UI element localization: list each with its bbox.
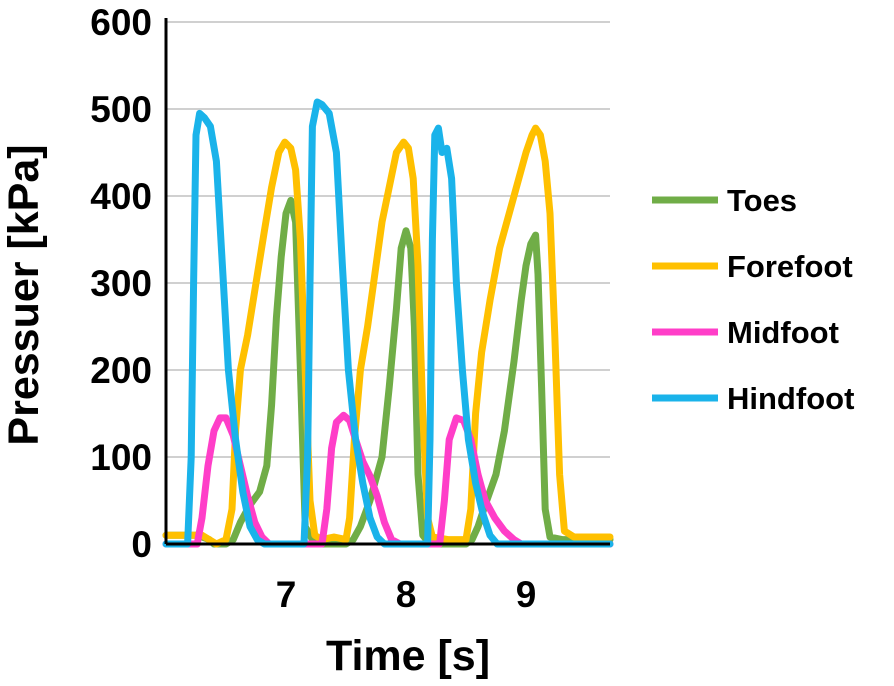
legend-label-toes: Toes	[727, 183, 797, 218]
y-tick-label: 0	[131, 524, 152, 565]
y-tick-label: 500	[90, 89, 152, 130]
x-tick-label: 8	[396, 574, 417, 615]
y-axis-ticks: 0 100 200 300 400 500 600	[90, 2, 152, 565]
series-line-forefoot	[162, 124, 614, 548]
legend: Toes Forefoot Midfoot Hindfoot	[652, 183, 854, 416]
y-tick-label: 200	[90, 350, 152, 391]
y-tick-label: 100	[90, 437, 152, 478]
legend-label-forefoot: Forefoot	[727, 249, 853, 284]
x-tick-label: 7	[276, 574, 297, 615]
series-line-hindfoot	[162, 98, 614, 548]
y-tick-label: 400	[90, 176, 152, 217]
y-tick-label: 600	[90, 2, 152, 43]
x-tick-label: 9	[516, 574, 537, 615]
x-axis-ticks: 7 8 9	[276, 574, 537, 615]
series-line-toes	[162, 196, 614, 548]
legend-label-midfoot: Midfoot	[727, 315, 839, 350]
y-axis-title: Pressuer [kPa]	[0, 144, 48, 445]
x-axis-title: Time [s]	[326, 632, 490, 680]
legend-label-hindfoot: Hindfoot	[727, 381, 854, 416]
series-lines	[162, 98, 614, 548]
y-tick-label: 300	[90, 263, 152, 304]
